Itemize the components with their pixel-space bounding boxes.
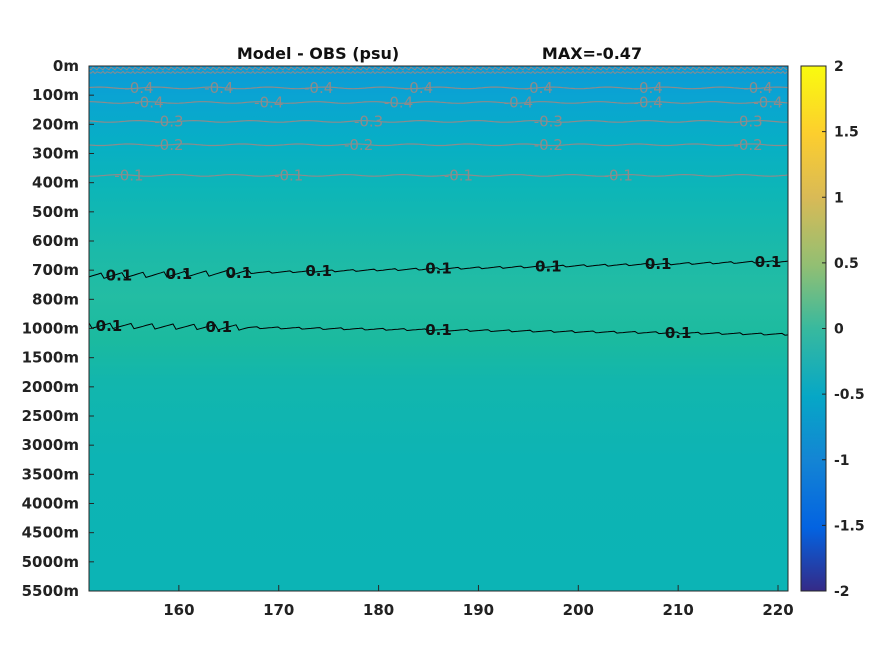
y-tick-label: 0m	[53, 57, 79, 75]
contour-label: -0.1	[604, 166, 633, 184]
contour-label: -0.1	[114, 166, 143, 184]
contour-label: 0.1	[425, 260, 452, 278]
contour-label: -0.4	[384, 93, 413, 111]
contour-line	[89, 174, 789, 177]
colorbar-gradient	[801, 66, 826, 591]
contour-line	[88, 119, 788, 123]
x-tick-label: 170	[263, 601, 294, 619]
contour-label: -0.4	[634, 79, 663, 97]
colorbar-tick-label: 0	[834, 322, 844, 338]
colorbar-tick-label: -1.5	[834, 518, 865, 534]
x-tick-label: 190	[463, 601, 494, 619]
y-tick-label: 200m	[32, 115, 79, 133]
contour-label: -0.3	[354, 112, 383, 130]
contour-label: -0.2	[534, 136, 563, 154]
x-tick-label: 220	[762, 601, 793, 619]
y-tick-label: 2000m	[22, 378, 79, 396]
contour-line	[89, 101, 789, 104]
y-tick-label: 2500m	[22, 407, 79, 425]
colorbar-tick-label: 1	[834, 190, 844, 206]
y-tick-label: 4500m	[22, 524, 79, 542]
contour-label: -0.4	[753, 93, 782, 111]
contour-label: 0.1	[755, 253, 782, 271]
y-tick-label: 100m	[32, 86, 79, 104]
colorbar-tick-label: -1	[834, 453, 850, 469]
y-tick-label: 5000m	[22, 553, 79, 571]
contour-line	[88, 322, 789, 336]
contour-label: 0.1	[166, 265, 193, 283]
contour-label: -0.4	[254, 93, 283, 111]
contour-label: -0.4	[134, 93, 163, 111]
contour-label: 0.1	[665, 324, 692, 342]
contour-label: -0.4	[524, 79, 553, 97]
field-background	[89, 66, 788, 591]
contour-label: -0.3	[534, 112, 563, 130]
y-tick-label: 500m	[32, 203, 79, 221]
y-tick-label: 1500m	[22, 349, 79, 367]
contour-label: 0.1	[535, 257, 562, 275]
surface-noise-contour	[88, 70, 788, 75]
contour-label: 0.1	[206, 318, 233, 336]
contour-line	[88, 143, 789, 147]
contour-label: 0.1	[96, 317, 123, 335]
y-tick-label: 3500m	[22, 465, 79, 483]
x-axis: 160 170 180 190 200 210 220	[163, 585, 794, 619]
contour-label: 0.1	[106, 266, 133, 284]
contour-label: -0.2	[733, 136, 762, 154]
x-tick-label: 160	[163, 601, 194, 619]
contour-label: -0.4	[634, 93, 663, 111]
y-tick-label: 700m	[32, 261, 79, 279]
chart-max-label: MAX=-0.47	[542, 44, 642, 63]
surface-noise-contour	[88, 66, 788, 71]
contour-label: -0.4	[304, 79, 333, 97]
colorbar-tick-label: -2	[834, 584, 850, 600]
contour-label: -0.3	[154, 112, 183, 130]
contour-label: 0.1	[425, 321, 452, 339]
y-tick-label: 5500m	[22, 582, 79, 600]
y-axis: 0m 100m 200m 300m 400m 500m 600m 700m 800m 1000m 1…	[22, 57, 94, 600]
contour-line	[88, 86, 789, 90]
contour-label: -0.2	[154, 136, 183, 154]
contour-label: -0.2	[344, 136, 373, 154]
chart-title: Model - OBS (psu)	[237, 44, 399, 63]
contour-line	[88, 260, 789, 279]
contour-label: 0.1	[645, 255, 672, 273]
y-tick-label: 3000m	[22, 436, 79, 454]
contour-label: -0.4	[404, 79, 433, 97]
x-tick-label: 180	[363, 601, 394, 619]
colorbar-tick-label: 2	[834, 59, 844, 75]
y-tick-label: 600m	[32, 232, 79, 250]
colorbar: 2 1.5 1 0.5 0 -0.5 -1 -1.5 -2	[800, 59, 865, 600]
contour-label: -0.4	[743, 79, 772, 97]
colorbar-tick-label: 1.5	[834, 125, 859, 141]
y-tick-label: 400m	[32, 174, 79, 192]
contour-label: -0.4	[204, 79, 233, 97]
contour-label: 0.1	[305, 262, 332, 280]
contour-label: -0.1	[444, 166, 473, 184]
contour-label: -0.4	[504, 93, 533, 111]
contour-label: -0.4	[124, 79, 153, 97]
contour-label: 0.1	[225, 264, 252, 282]
x-tick-label: 200	[563, 601, 594, 619]
plot-area: -0.4 -0.4 -0.4 -0.4 -0.4 -0.4 -0.4-0.4 -0.4 -0.4…	[88, 65, 789, 592]
y-tick-label: 4000m	[22, 495, 79, 513]
y-tick-label: 1000m	[22, 320, 79, 338]
contour-label: -0.1	[274, 166, 303, 184]
y-tick-label: 800m	[32, 290, 79, 308]
contour-label: -0.3	[733, 112, 762, 130]
y-tick-label: 300m	[32, 145, 79, 163]
x-tick-label: 210	[663, 601, 694, 619]
colorbar-tick-label: -0.5	[834, 387, 865, 403]
colorbar-tick-label: 0.5	[834, 256, 859, 272]
